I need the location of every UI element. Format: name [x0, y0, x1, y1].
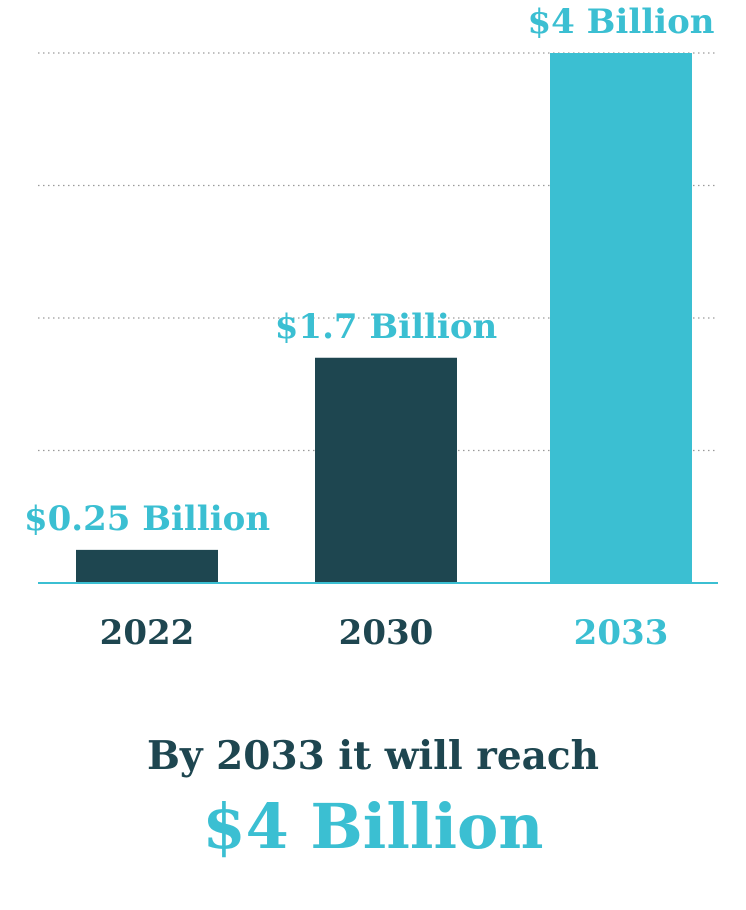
- bar-2030: [315, 357, 457, 583]
- tick-label-2030: 2030: [339, 613, 434, 653]
- bar-2033: [550, 53, 692, 583]
- value-label-2022: $0.25 Billion: [24, 499, 270, 539]
- bar-2022: [76, 549, 218, 583]
- caption-line-2: $4 Billion: [202, 790, 544, 863]
- tick-label-2033: 2033: [574, 613, 669, 653]
- value-label-2033: $4 Billion: [528, 2, 715, 42]
- caption-line-1: By 2033 it will reach: [146, 733, 600, 779]
- bar-chart: $0.25 Billion 2022 $1.7 Billion 2030 $4 Bill…: [24, 2, 718, 653]
- tick-label-2022: 2022: [100, 613, 195, 653]
- value-label-2030: $1.7 Billion: [275, 307, 497, 347]
